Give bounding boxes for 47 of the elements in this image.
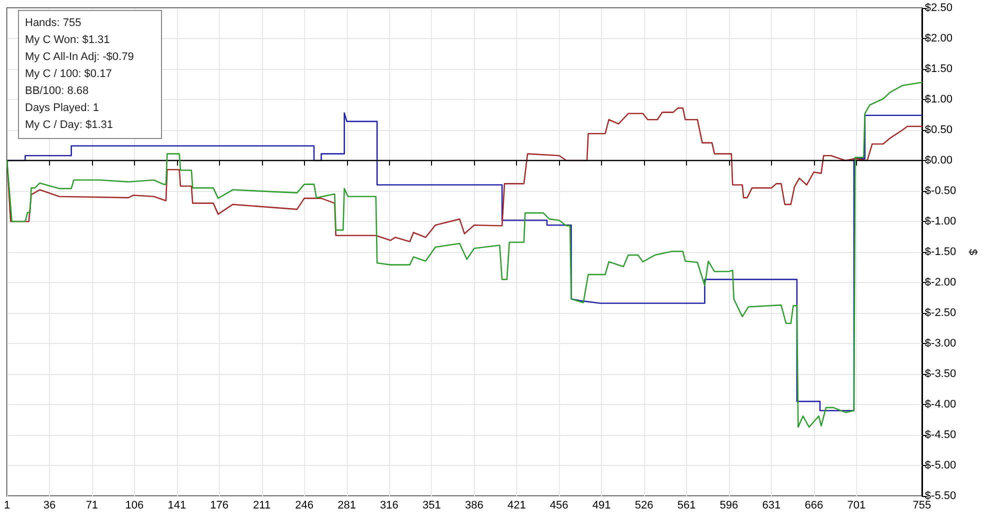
- annotation: My C Won: $1.31: [25, 33, 111, 48]
- y-tick-label: $-0.50: [924, 185, 956, 197]
- y-tick-label: $-3.00: [924, 338, 956, 350]
- annotation: Hands: 755: [25, 16, 82, 31]
- x-tick-label: 386: [464, 500, 484, 512]
- x-tick-label: 421: [507, 500, 526, 512]
- y-tick-label: $-3.50: [924, 368, 956, 380]
- x-tick-label: 456: [550, 500, 568, 512]
- x-tick-label: 755: [912, 500, 932, 512]
- y-tick-label: $0.00: [924, 154, 952, 166]
- y-tick-label: $-4.00: [924, 398, 956, 410]
- y-tick-label: $2.00: [924, 32, 952, 44]
- annotation: My C All-In Adj: -$0.79: [25, 50, 135, 65]
- x-tick-label: 526: [634, 500, 654, 512]
- x-tick-label: 596: [720, 500, 738, 512]
- annotation: My C / Day: $1.31: [25, 118, 114, 133]
- y-tick-label: $1.50: [924, 63, 952, 75]
- y-tick-label: $-2.00: [924, 276, 956, 288]
- x-tick-label: 106: [125, 500, 144, 512]
- y-tick-label: $1.00: [924, 94, 952, 106]
- x-tick-label: 316: [380, 500, 398, 512]
- x-tick-label: 211: [253, 500, 271, 512]
- y-tick-label: $-1.50: [924, 246, 956, 258]
- y-tick-label: $2.50: [924, 2, 952, 14]
- x-tick-label: 246: [295, 500, 314, 512]
- x-tick-label: 1: [4, 500, 10, 512]
- x-tick-label: 666: [804, 500, 824, 512]
- x-tick-label: 71: [86, 500, 98, 512]
- annotation: My C / 100: $0.17: [25, 67, 113, 82]
- y-tick-label: $-4.50: [924, 429, 956, 441]
- x-tick-label: 141: [168, 500, 186, 512]
- x-tick-label: 351: [422, 500, 441, 512]
- x-tick-label: 561: [677, 500, 696, 512]
- y-tick-label: $-5.00: [924, 460, 956, 472]
- y-tick-label: $-1.00: [924, 216, 956, 228]
- x-tick-label: 701: [847, 500, 866, 512]
- x-tick-label: 281: [338, 500, 356, 512]
- x-tick-label: 491: [592, 500, 611, 512]
- y-tick-label: $-5.50: [924, 490, 956, 502]
- x-tick-label: 631: [762, 500, 781, 512]
- annotation: BB/100: 8.68: [25, 84, 90, 99]
- y-tick-label: $-2.50: [924, 307, 956, 319]
- x-tick-label: 36: [43, 500, 56, 512]
- annotation: Days Played: 1: [25, 101, 100, 116]
- y-tick-label: $0.50: [924, 124, 952, 136]
- x-tick-label: 176: [210, 500, 229, 512]
- y-axis-title: $: [966, 248, 978, 256]
